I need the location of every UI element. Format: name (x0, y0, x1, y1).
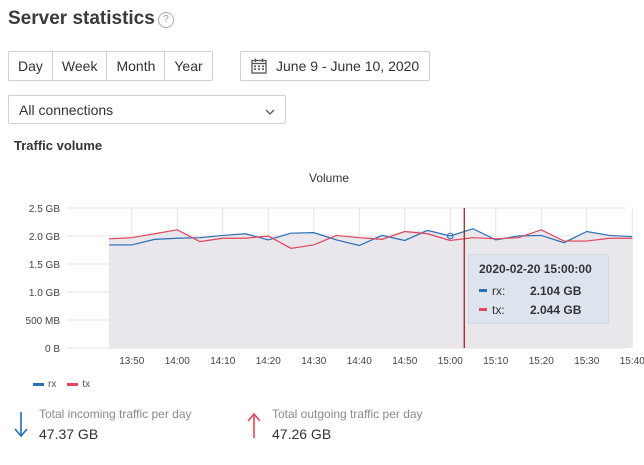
tab-year[interactable]: Year (174, 58, 203, 74)
period-tabs: Day Week Month Year (8, 51, 213, 81)
section-title: Traffic volume (14, 138, 103, 153)
y-tick-label: 0 B (45, 344, 60, 355)
legend-item-tx[interactable]: tx (67, 379, 90, 390)
x-tick-label: 14:10 (210, 356, 235, 367)
tooltip-label: rx: (492, 283, 506, 298)
incoming-label: Total incoming traffic per day (39, 407, 192, 421)
x-tick-label: 14:50 (392, 356, 417, 367)
y-axis: 0 B 500 MB 1.0 GB 1.5 GB 2.0 GB 2.5 GB (26, 204, 61, 355)
x-tick-label: 15:40 (620, 356, 644, 367)
chart-lines (108, 228, 633, 249)
legend-swatch (67, 383, 79, 386)
page-title: Server statistics (8, 8, 155, 29)
x-tick-label: 15:30 (574, 356, 599, 367)
chart-cursor (446, 208, 465, 348)
outgoing-label: Total outgoing traffic per day (272, 407, 423, 421)
chart-legend: rx tx (33, 379, 101, 390)
incoming-value: 47.37 GB (39, 426, 99, 442)
arrow-up-icon (246, 411, 262, 444)
hover-point-rx (446, 232, 454, 240)
rx-swatch (479, 289, 487, 292)
tooltip-row-tx: tx: 2.044 GB (479, 300, 608, 319)
x-tick-label: 14:30 (301, 356, 326, 367)
tooltip-value: 2.044 GB (530, 302, 582, 317)
connection-select[interactable]: All connections (8, 95, 286, 124)
legend-label: tx (82, 379, 91, 390)
series-line-rx (109, 228, 633, 247)
x-tick-label: 13:50 (119, 356, 144, 367)
date-range-label: June 9 - June 10, 2020 (276, 58, 420, 74)
tooltip-row-rx: rx: 2.104 GB (479, 281, 608, 300)
chevron-down-icon (265, 102, 275, 118)
tab-month[interactable]: Month (107, 52, 166, 80)
outgoing-traffic-stat: Total outgoing traffic per day 47.26 GB (246, 407, 423, 444)
tab-week[interactable]: Week (53, 52, 108, 80)
x-tick-label: 15:20 (529, 356, 554, 367)
tooltip-value: 2.104 GB (530, 283, 582, 298)
x-tick-label: 15:00 (438, 356, 463, 367)
date-range-button[interactable]: June 9 - June 10, 2020 (240, 51, 430, 81)
legend-item-rx[interactable]: rx (33, 379, 56, 390)
legend-swatch (33, 383, 44, 386)
tx-swatch (479, 308, 487, 311)
x-tick-label: 14:20 (256, 356, 281, 367)
chart-title: Volume (309, 171, 349, 185)
tooltip-label: tx: (492, 302, 505, 317)
chart-tooltip: 2020-02-20 15:00:00 rx: 2.104 GB tx: 2.0… (468, 254, 609, 324)
x-tick-label: 15:10 (483, 356, 508, 367)
series-line-tx (108, 229, 633, 249)
x-tick-label: 14:40 (347, 356, 372, 367)
outgoing-value: 47.26 GB (272, 426, 332, 442)
tab-day[interactable]: Day (9, 52, 53, 80)
y-tick-label: 2.5 GB (29, 204, 60, 215)
y-tick-label: 1.0 GB (29, 288, 60, 299)
connection-select-value: All connections (19, 101, 114, 118)
help-icon[interactable]: ? (158, 12, 174, 28)
x-tick-label: 14:00 (165, 356, 190, 367)
incoming-traffic-stat: Total incoming traffic per day 47.37 GB (13, 407, 192, 444)
arrow-down-icon (13, 411, 29, 444)
legend-label: rx (48, 379, 57, 390)
calendar-icon (251, 58, 267, 74)
x-axis: 13:50 14:00 14:10 14:20 14:30 14:40 14:50 15:00… (119, 356, 644, 367)
y-tick-label: 2.0 GB (29, 232, 60, 243)
y-tick-label: 1.5 GB (29, 260, 60, 271)
tooltip-time: 2020-02-20 15:00:00 (479, 262, 592, 276)
y-tick-label: 500 MB (26, 316, 61, 327)
